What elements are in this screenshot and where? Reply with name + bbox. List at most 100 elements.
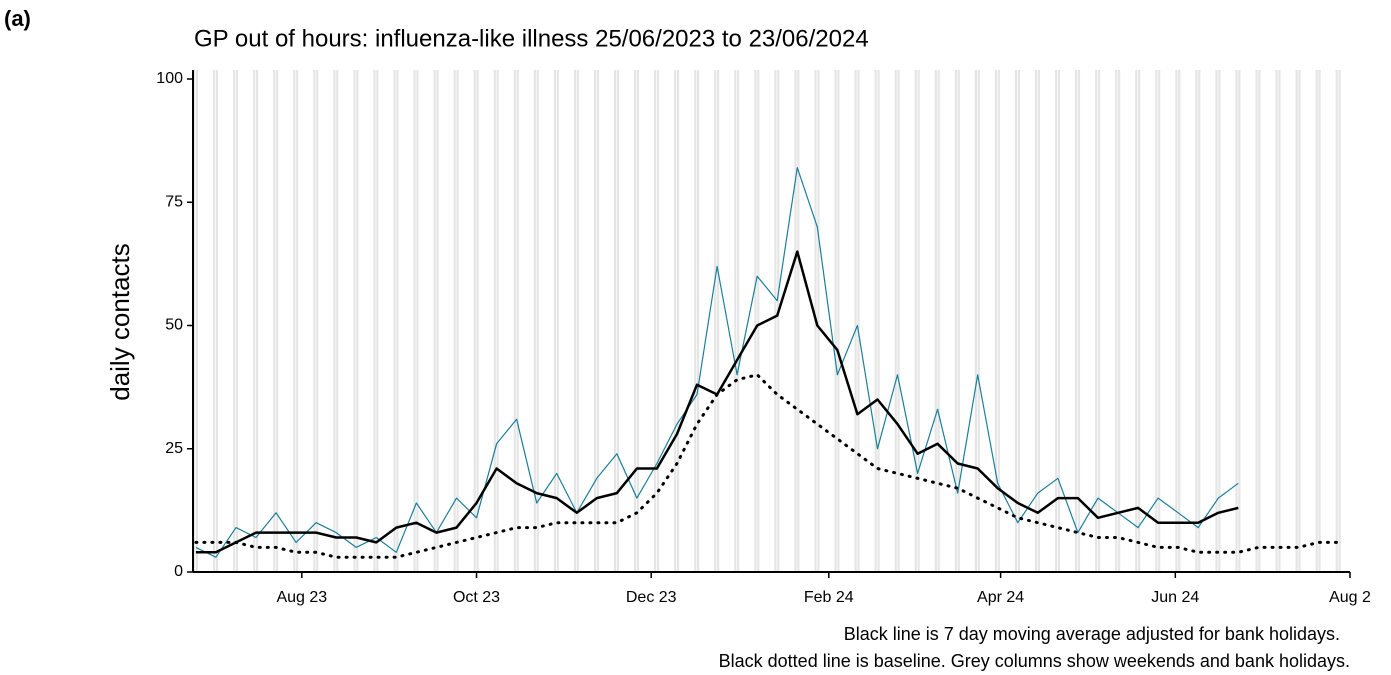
- weekend-column: [476, 70, 479, 572]
- weekend-column: [697, 70, 700, 572]
- series-line: [194, 373, 1340, 559]
- weekend-column: [1295, 70, 1298, 572]
- weekend-column: [1215, 70, 1218, 572]
- x-tick-label: Dec 23: [626, 589, 677, 606]
- weekend-column: [195, 70, 199, 572]
- weekend-column: [513, 70, 516, 572]
- weekend-column: [837, 70, 840, 572]
- weekend-column: [253, 70, 256, 572]
- weekend-column: [453, 70, 456, 572]
- note: Black line is 7 day moving average adjus…: [844, 624, 1340, 644]
- x-tick-label: Feb 24: [804, 589, 854, 606]
- weekend-column: [396, 70, 399, 572]
- note: Black dotted line is baseline. Grey colu…: [719, 651, 1350, 671]
- weekend-column: [1055, 70, 1058, 572]
- weekend-column: [1338, 70, 1341, 572]
- weekend-column: [674, 70, 677, 572]
- weekend-column: [857, 70, 860, 572]
- weekend-column: [917, 70, 920, 572]
- weekend-column: [1037, 70, 1040, 572]
- weekend-column: [937, 70, 940, 572]
- weekend-column: [1198, 70, 1201, 572]
- weekend-column: [717, 70, 720, 572]
- weekend-column: [1235, 70, 1238, 572]
- weekend-column: [193, 70, 196, 572]
- weekend-column: [596, 70, 599, 572]
- weekend-column: [817, 70, 820, 572]
- weekend-column: [1017, 70, 1020, 572]
- y-tick-label: 50: [165, 317, 183, 334]
- weekend-column: [934, 70, 937, 572]
- weekend-column: [353, 70, 356, 572]
- weekend-column: [1175, 70, 1178, 572]
- weekend-column: [636, 70, 640, 572]
- weekend-column: [914, 70, 917, 572]
- x-tick-label: Oct 23: [453, 589, 500, 606]
- weekend-column: [573, 70, 577, 572]
- weekend-column: [235, 70, 239, 572]
- weekend-column: [593, 70, 597, 572]
- weekend-column: [1115, 70, 1118, 572]
- weekend-column: [1315, 70, 1318, 572]
- weekend-column: [393, 70, 396, 572]
- weekend-column: [416, 70, 419, 572]
- y-tick-label: 0: [174, 563, 183, 580]
- weekend-column: [336, 70, 339, 572]
- weekend-column: [894, 70, 897, 572]
- weekend-column: [436, 70, 439, 572]
- weekend-column: [1057, 70, 1061, 572]
- weekend-column: [215, 70, 219, 572]
- weekend-column: [213, 70, 216, 572]
- weekend-column: [456, 70, 459, 572]
- weekend-column: [676, 70, 680, 572]
- weekend-column: [373, 70, 376, 572]
- weekend-column: [553, 70, 556, 572]
- weekend-column: [656, 70, 660, 572]
- weekend-column: [273, 70, 276, 572]
- weekend-column: [654, 70, 657, 572]
- y-tick-label: 100: [156, 70, 183, 87]
- weekend-column: [974, 70, 977, 572]
- weekend-column: [1238, 70, 1241, 572]
- weekend-column: [977, 70, 980, 572]
- weekend-column: [493, 70, 496, 572]
- weekend-column: [994, 70, 998, 572]
- weekend-column: [834, 70, 837, 572]
- series-line: [195, 250, 1239, 554]
- weekend-column: [897, 70, 900, 572]
- weekend-column: [1258, 70, 1261, 572]
- weekend-column: [874, 70, 877, 572]
- weekend-column: [774, 70, 777, 572]
- weekend-column: [516, 70, 519, 572]
- weekend-column: [413, 70, 416, 572]
- weekend-column: [1278, 70, 1281, 572]
- weekend-column: [734, 70, 737, 572]
- weekend-column: [533, 70, 536, 572]
- weekend-column: [754, 70, 757, 572]
- weekend-column: [1195, 70, 1198, 572]
- weekend-column: [1077, 70, 1081, 572]
- weekend-column: [1335, 70, 1338, 572]
- weekend-column: [957, 70, 960, 572]
- weekend-column: [433, 70, 436, 572]
- weekend-column: [997, 70, 1000, 572]
- weekend-column: [1178, 70, 1181, 572]
- weekend-column: [233, 70, 236, 572]
- weekend-column: [256, 70, 259, 572]
- weekend-column: [797, 70, 800, 572]
- weekend-column: [473, 70, 476, 572]
- weekend-column: [777, 70, 780, 572]
- panel-label: (a): [4, 6, 31, 31]
- weekend-column: [1135, 70, 1138, 572]
- weekend-column: [714, 70, 717, 572]
- weekend-column: [616, 70, 619, 572]
- weekend-column: [1034, 70, 1038, 572]
- weekend-column: [333, 70, 336, 572]
- weekend-column: [794, 70, 797, 572]
- weekend-column: [1218, 70, 1221, 572]
- weekend-column: [954, 70, 957, 572]
- weekend-column: [576, 70, 579, 572]
- y-tick-label: 75: [165, 193, 183, 210]
- weekend-column: [1158, 70, 1161, 572]
